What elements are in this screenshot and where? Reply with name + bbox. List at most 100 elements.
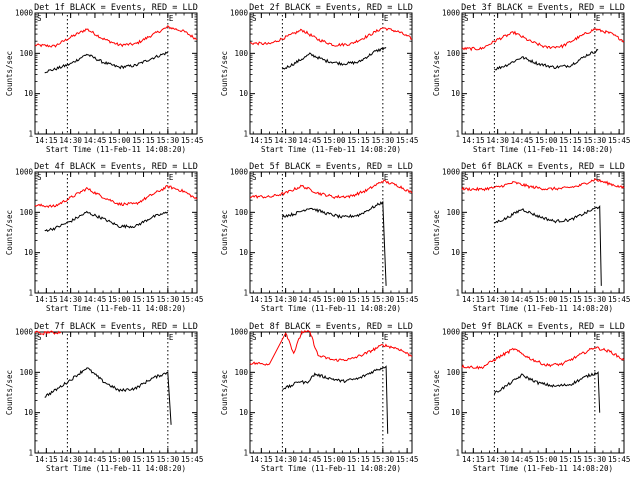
- lld-series-line: [249, 27, 413, 47]
- y-tick-label: 1000: [230, 168, 249, 177]
- start-marker-label: S: [37, 14, 42, 23]
- y-axis-label: Counts/sec: [432, 370, 441, 415]
- x-tick-label: 15:00: [535, 136, 558, 145]
- y-axis-label: Counts/sec: [220, 210, 229, 255]
- x-tick-label: 15:15: [132, 136, 155, 145]
- y-tick-label: 100: [19, 49, 33, 58]
- x-tick-label: 15:45: [396, 136, 419, 145]
- y-tick-label: 100: [234, 208, 248, 217]
- y-tick-label: 10: [451, 248, 461, 257]
- x-tick-label: 15:15: [559, 295, 582, 304]
- x-axis-label: Start Time (11-Feb-11 14:08:20): [46, 464, 186, 473]
- x-tick-label: 15:45: [181, 136, 204, 145]
- x-tick-label: 15:00: [108, 295, 131, 304]
- chart-title: Det 3f BLACK = Events, RED = LLD: [461, 3, 625, 13]
- y-axis-label: Counts/sec: [5, 51, 14, 96]
- x-axis-label: Start Time (11-Feb-11 14:08:20): [473, 304, 613, 313]
- x-tick-label: 15:30: [584, 136, 607, 145]
- x-tick-label: 15:45: [181, 455, 204, 464]
- y-tick-label: 100: [19, 368, 33, 377]
- events-series-line: [281, 200, 387, 286]
- x-tick-label: 14:30: [274, 295, 297, 304]
- plot-frame: [461, 12, 625, 135]
- events-series-line: [282, 46, 387, 70]
- chart-title: Det 2f BLACK = Events, RED = LLD: [249, 3, 413, 13]
- lld-series-line: [34, 330, 62, 336]
- x-tick-label: 14:15: [250, 455, 273, 464]
- x-tick-label: 14:15: [250, 136, 273, 145]
- x-tick-label: 14:15: [462, 295, 485, 304]
- y-axis-label: Counts/sec: [220, 51, 229, 96]
- x-tick-label: 14:15: [250, 295, 273, 304]
- end-marker-label: E: [596, 14, 601, 23]
- y-tick-label: 1000: [15, 328, 34, 337]
- chart-panel-5: Det 5f BLACK = Events, RED = LLD 1 10 100 10…: [220, 162, 418, 313]
- x-tick-label: 15:30: [372, 136, 395, 145]
- y-tick-label: 100: [19, 208, 33, 217]
- x-tick-label: 14:15: [462, 455, 485, 464]
- x-axis-label: Start Time (11-Feb-11 14:08:20): [46, 304, 186, 313]
- x-tick-label: 14:30: [59, 136, 82, 145]
- x-tick-label: 15:00: [323, 295, 346, 304]
- end-marker-label: E: [169, 173, 174, 182]
- events-series-line: [494, 48, 599, 71]
- y-axis-label: Counts/sec: [5, 370, 14, 415]
- x-tick-label: 15:30: [157, 295, 180, 304]
- y-tick-label: 100: [446, 208, 460, 217]
- y-tick-label: 1: [243, 449, 248, 458]
- start-marker-label: S: [252, 173, 257, 182]
- x-axis-label: Start Time (11-Feb-11 14:08:20): [46, 145, 186, 154]
- end-marker-label: E: [169, 14, 174, 23]
- lld-series-line: [34, 185, 198, 209]
- x-tick-label: 14:30: [274, 136, 297, 145]
- x-tick-label: 15:30: [372, 295, 395, 304]
- y-tick-label: 1: [243, 130, 248, 139]
- x-tick-label: 14:45: [299, 295, 322, 304]
- end-marker-label: E: [596, 173, 601, 182]
- chart-panel-1: Det 1f BLACK = Events, RED = LLD 1 10 100 10…: [5, 3, 203, 154]
- x-tick-label: 14:30: [59, 295, 82, 304]
- events-series-line: [282, 365, 389, 434]
- end-marker-label: E: [384, 14, 389, 23]
- plot-frame: [249, 331, 413, 454]
- x-tick-label: 15:30: [157, 136, 180, 145]
- y-tick-label: 1000: [15, 9, 34, 18]
- lld-series-line: [461, 346, 625, 370]
- chart-panel-4: Det 4f BLACK = Events, RED = LLD 1 10 100 10…: [5, 162, 203, 313]
- x-tick-label: 14:45: [511, 455, 534, 464]
- start-marker-label: S: [464, 14, 469, 23]
- x-tick-label: 15:00: [535, 295, 558, 304]
- chart-panel-3: Det 3f BLACK = Events, RED = LLD 1 10 100 10…: [432, 3, 630, 154]
- chart-panel-6: Det 6f BLACK = Events, RED = LLD 1 10 100 10…: [432, 162, 630, 313]
- y-tick-label: 10: [239, 248, 249, 257]
- lld-series-line: [461, 178, 625, 192]
- start-marker-label: S: [37, 333, 42, 342]
- x-tick-label: 14:30: [274, 455, 297, 464]
- x-tick-label: 15:00: [323, 136, 346, 145]
- x-tick-label: 15:45: [396, 295, 419, 304]
- events-series-line: [44, 210, 169, 233]
- x-tick-label: 15:45: [608, 455, 631, 464]
- plot-frame: [34, 12, 198, 135]
- end-marker-label: E: [169, 333, 174, 342]
- end-marker-label: E: [384, 173, 389, 182]
- x-tick-label: 15:00: [108, 136, 131, 145]
- x-tick-label: 14:15: [462, 136, 485, 145]
- x-tick-label: 14:45: [84, 136, 107, 145]
- x-axis-label: Start Time (11-Feb-11 14:08:20): [261, 464, 401, 473]
- start-marker-label: S: [464, 333, 469, 342]
- y-tick-label: 1000: [230, 328, 249, 337]
- y-axis-label: Counts/sec: [220, 370, 229, 415]
- x-tick-label: 14:45: [84, 455, 107, 464]
- x-tick-label: 15:15: [347, 455, 370, 464]
- start-marker-label: S: [37, 173, 42, 182]
- x-axis-label: Start Time (11-Feb-11 14:08:20): [473, 464, 613, 473]
- y-tick-label: 10: [24, 248, 34, 257]
- x-tick-label: 15:30: [372, 455, 395, 464]
- chart-title: Det 1f BLACK = Events, RED = LLD: [34, 3, 198, 13]
- chart-title: Det 9f BLACK = Events, RED = LLD: [461, 322, 625, 332]
- x-tick-label: 14:30: [486, 455, 509, 464]
- y-tick-label: 10: [24, 89, 34, 98]
- chart-panel-8: Det 8f BLACK = Events, RED = LLD 1 10 100 10…: [220, 322, 418, 473]
